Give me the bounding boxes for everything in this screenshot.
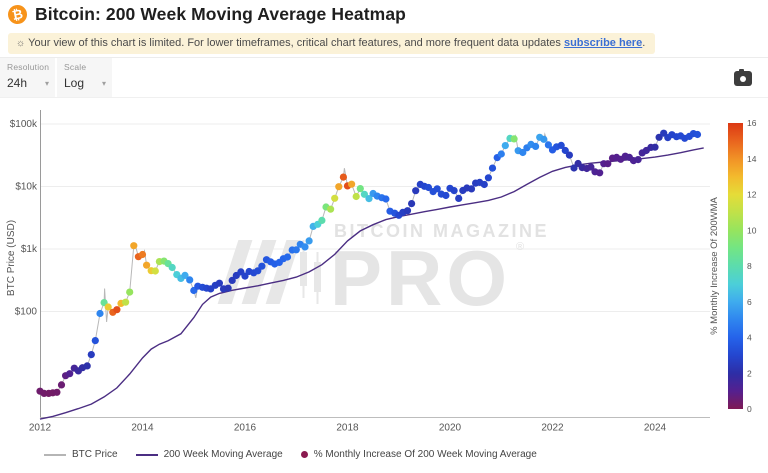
axes: $100k $10k $1k $100 2012 2014 2016 2018 2020 2022… [6, 110, 710, 434]
svg-text:10: 10 [747, 225, 757, 235]
bitcoin-icon: ₿ [6, 3, 29, 26]
resolution-label: Resolution [7, 62, 50, 72]
chart-legend: BTC Price 200 Week Moving Average % Mont… [44, 449, 537, 460]
limited-view-banner: ☼ Your view of this chart is limited. For… [8, 33, 656, 54]
svg-text:6: 6 [747, 297, 752, 307]
svg-text:2022: 2022 [541, 423, 564, 434]
resolution-value: 24h [7, 76, 28, 90]
legend-item-monthly-increase[interactable]: % Monthly Increase Of 200 Week Moving Av… [300, 449, 537, 460]
svg-text:2024: 2024 [644, 423, 667, 434]
svg-text:$100: $100 [15, 307, 38, 318]
svg-text:®: ® [516, 241, 524, 253]
svg-text:$100k: $100k [10, 119, 38, 130]
legend-item-btc-price[interactable]: BTC Price [44, 449, 118, 460]
page-header: ₿ Bitcoin: 200 Week Moving Average Heatm… [6, 3, 406, 26]
svg-text:PRO: PRO [330, 234, 511, 322]
btc-price-line-swatch [44, 453, 66, 456]
svg-text:$1k: $1k [21, 244, 38, 255]
camera-button[interactable] [734, 69, 752, 86]
chevron-down-icon: ▾ [44, 78, 49, 88]
chart-toolbar: Resolution 24h ▾ Scale Log ▾ [0, 57, 768, 98]
svg-text:2020: 2020 [439, 423, 462, 434]
svg-text:16: 16 [747, 118, 757, 128]
svg-text:12: 12 [747, 190, 757, 200]
chevron-down-icon: ▾ [101, 78, 106, 88]
svg-text:2014: 2014 [131, 423, 154, 434]
svg-text:BITCOIN MAGAZINE: BITCOIN MAGAZINE [334, 221, 549, 241]
page-title: Bitcoin: 200 Week Moving Average Heatmap [35, 4, 406, 24]
svg-text:% Monthly Increase Of 200WMA: % Monthly Increase Of 200WMA [709, 196, 720, 334]
scale-label: Scale [64, 62, 87, 72]
svg-text:4: 4 [747, 333, 752, 343]
subscribe-link[interactable]: subscribe here [563, 37, 643, 49]
banner-text: Your view of this chart is limited. For … [28, 37, 564, 49]
banner-suffix: . [642, 37, 646, 49]
scale-select[interactable]: Scale Log ▾ [57, 58, 114, 97]
resolution-select[interactable]: Resolution 24h ▾ [0, 58, 57, 97]
camera-icon [739, 69, 744, 72]
legend-item-200wma[interactable]: 200 Week Moving Average [135, 449, 283, 460]
sun-icon: ☼ [16, 38, 26, 49]
svg-text:0: 0 [747, 404, 752, 414]
colorbar: 0 2 4 6 8 10 12 14 16 % Monthly Increase Of 200WM… [709, 118, 757, 414]
svg-text:2012: 2012 [29, 423, 52, 434]
gridlines [40, 123, 710, 312]
svg-text:14: 14 [747, 154, 757, 164]
wma-line-swatch [135, 453, 158, 456]
increase-dot-swatch [300, 451, 308, 458]
camera-lens-icon [740, 75, 746, 82]
svg-text:2018: 2018 [336, 423, 359, 434]
svg-text:2: 2 [747, 368, 752, 378]
scale-value: Log [64, 76, 85, 90]
wma-line [39, 147, 704, 420]
legend-label: BTC Price [72, 449, 118, 460]
svg-text:8: 8 [747, 261, 752, 271]
svg-text:$10k: $10k [15, 182, 38, 193]
legend-label: 200 Week Moving Average [163, 449, 283, 460]
heatmap-dots [36, 129, 702, 397]
svg-text:BTC Price (USD): BTC Price (USD) [6, 220, 17, 296]
legend-label: % Monthly Increase Of 200 Week Moving Av… [313, 449, 537, 460]
svg-text:2016: 2016 [234, 423, 257, 434]
